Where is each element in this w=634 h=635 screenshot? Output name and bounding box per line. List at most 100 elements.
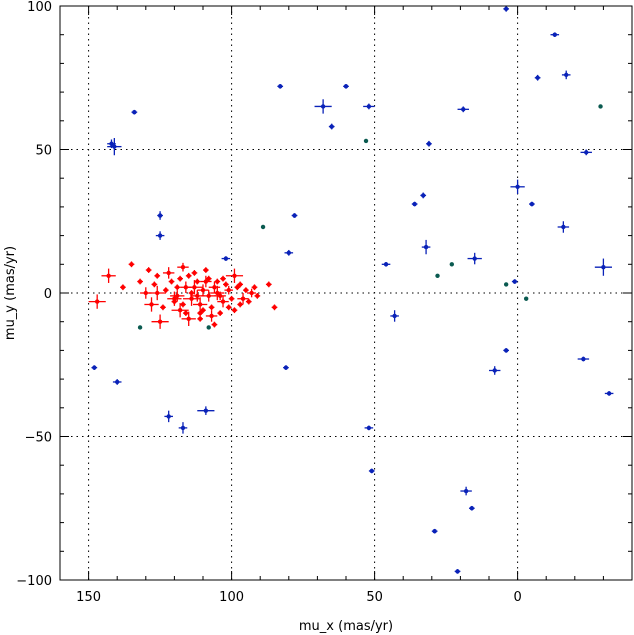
x-axis-label: mu_x (mas/yr)	[299, 619, 393, 634]
data-point	[205, 310, 218, 322]
data-point	[254, 293, 261, 299]
data-point	[197, 406, 215, 415]
axis-ticks	[59, 5, 633, 581]
data-point	[594, 258, 612, 276]
data-point	[598, 104, 603, 109]
data-point	[237, 293, 249, 305]
data-point	[137, 325, 143, 330]
data-point	[208, 281, 221, 293]
data-point	[174, 284, 181, 291]
data-point	[243, 287, 249, 293]
x-tick-labels: 150 100 50 0	[76, 590, 522, 605]
data-point	[157, 211, 163, 220]
data-point	[221, 256, 231, 261]
data-point	[247, 288, 256, 298]
data-point	[137, 278, 143, 285]
data-point	[234, 284, 241, 291]
data-point	[314, 99, 332, 114]
data-point	[177, 262, 189, 272]
data-point	[604, 391, 614, 396]
data-point	[580, 149, 592, 156]
data-point	[200, 275, 212, 288]
y-axis-label: mu_y (mas/yr)	[3, 246, 18, 340]
y-tick-label: 100	[27, 0, 52, 15]
data-point	[467, 252, 482, 265]
data-point	[101, 268, 116, 283]
data-point	[291, 213, 298, 218]
data-point	[390, 310, 399, 322]
data-point	[197, 315, 203, 322]
series-2	[88, 261, 278, 329]
data-point	[214, 291, 226, 301]
data-point	[188, 290, 195, 296]
data-point	[265, 281, 272, 288]
data-point	[223, 281, 229, 288]
data-point	[144, 297, 159, 312]
y-tick-label: −100	[16, 574, 52, 589]
data-point	[510, 179, 525, 194]
data-point	[155, 231, 165, 240]
data-point	[426, 140, 432, 147]
data-point	[178, 422, 188, 434]
data-point	[171, 298, 178, 305]
data-point	[237, 281, 244, 288]
x-tick-label: 50	[366, 590, 383, 605]
data-point	[557, 221, 570, 233]
data-point	[217, 295, 229, 308]
data-point	[381, 262, 391, 267]
y-tick-label: 50	[35, 144, 52, 159]
data-point	[503, 282, 509, 287]
data-point	[91, 365, 98, 370]
data-point	[208, 304, 215, 311]
grid-lines	[60, 6, 632, 580]
data-point	[577, 356, 590, 362]
data-point	[411, 201, 418, 207]
data-point	[228, 295, 235, 302]
data-point	[128, 261, 135, 268]
data-point	[162, 267, 175, 279]
data-point	[245, 298, 252, 305]
data-point	[431, 528, 438, 534]
data-point	[180, 301, 186, 308]
data-point	[168, 278, 175, 285]
data-point	[421, 239, 431, 255]
data-point	[145, 267, 152, 273]
data-point	[328, 123, 335, 130]
data-point	[231, 307, 238, 314]
data-point	[534, 74, 541, 81]
data-point	[511, 279, 518, 284]
data-point	[224, 285, 234, 295]
data-point	[214, 278, 221, 285]
data-point	[164, 410, 173, 423]
data-point	[203, 267, 209, 273]
series-0	[91, 6, 614, 574]
data-point	[107, 138, 122, 156]
y-tick-labels: −100 −50 0 50 100	[16, 0, 52, 589]
data-point	[468, 505, 475, 511]
data-point	[151, 314, 169, 329]
data-point	[217, 310, 224, 316]
data-point	[194, 278, 201, 285]
data-point	[120, 284, 126, 291]
data-point	[180, 281, 192, 293]
data-point	[197, 284, 209, 296]
data-point	[112, 379, 122, 385]
data-point	[420, 192, 427, 199]
data-point	[160, 304, 166, 311]
data-point	[260, 224, 266, 230]
data-point	[191, 270, 198, 276]
data-point	[364, 425, 374, 431]
data-point	[225, 304, 232, 311]
data-point	[131, 109, 138, 115]
x-tick-label: 0	[513, 590, 521, 605]
data-point	[151, 281, 158, 288]
series-1	[137, 104, 603, 330]
data-point	[237, 301, 244, 308]
data-point	[220, 275, 226, 282]
data-point	[454, 569, 461, 574]
data-point	[182, 310, 189, 316]
data-point	[251, 284, 258, 291]
data-point	[148, 285, 166, 301]
data-point	[363, 103, 375, 110]
data-point	[88, 294, 106, 309]
